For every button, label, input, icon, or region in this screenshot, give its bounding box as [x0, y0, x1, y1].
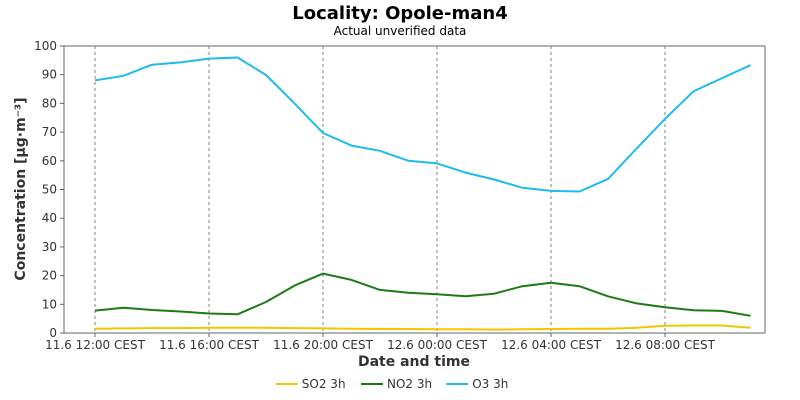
x-axis-title: Date and time — [358, 354, 470, 370]
y-tick-label: 100 — [34, 39, 57, 53]
y-tick-label: 90 — [42, 68, 57, 82]
legend: SO2 3h NO2 3h O3 3h — [275, 377, 508, 391]
x-tick-label: 11.6 12:00 CEST — [45, 338, 146, 352]
chart-title: Locality: Opole-man4 — [292, 3, 507, 24]
y-axis-title: Concentration [µg·m⁻³] — [13, 97, 29, 280]
y-tick-label: 40 — [42, 211, 57, 225]
series-lines — [94, 56, 751, 331]
series-line-so2-3h — [94, 324, 751, 331]
legend-label-so2-3h: SO2 3h — [302, 377, 346, 391]
y-tick-label: 10 — [42, 297, 57, 311]
y-tick-label: 80 — [42, 96, 57, 110]
y-tick-label: 0 — [49, 326, 57, 340]
chart-subtitle: Actual unverified data — [334, 24, 467, 38]
y-tick-label: 70 — [42, 125, 57, 139]
y-tick-label: 30 — [42, 240, 57, 254]
y-tick-label: 60 — [42, 154, 57, 168]
x-tick-label: 12.6 04:00 CEST — [501, 338, 602, 352]
series-line-no2-3h — [94, 272, 751, 317]
x-tick-label: 12.6 08:00 CEST — [615, 338, 716, 352]
x-tick-label: 12.6 00:00 CEST — [387, 338, 488, 352]
x-tick-label: 11.6 20:00 CEST — [273, 338, 374, 352]
y-tick-label: 20 — [42, 269, 57, 283]
x-tick-label: 11.6 16:00 CEST — [159, 338, 260, 352]
series-line-o3-3h — [94, 56, 751, 193]
y-axis-ticks: 0 10 20 30 40 50 60 70 80 90 100 — [34, 39, 64, 340]
x-axis-ticks: 11.6 12:00 CEST 11.6 16:00 CEST 11.6 20:00… — [45, 333, 716, 352]
y-tick-label: 50 — [42, 183, 57, 197]
legend-label-o3-3h: O3 3h — [472, 377, 508, 391]
legend-label-no2-3h: NO2 3h — [387, 377, 432, 391]
plot-area — [63, 45, 766, 334]
